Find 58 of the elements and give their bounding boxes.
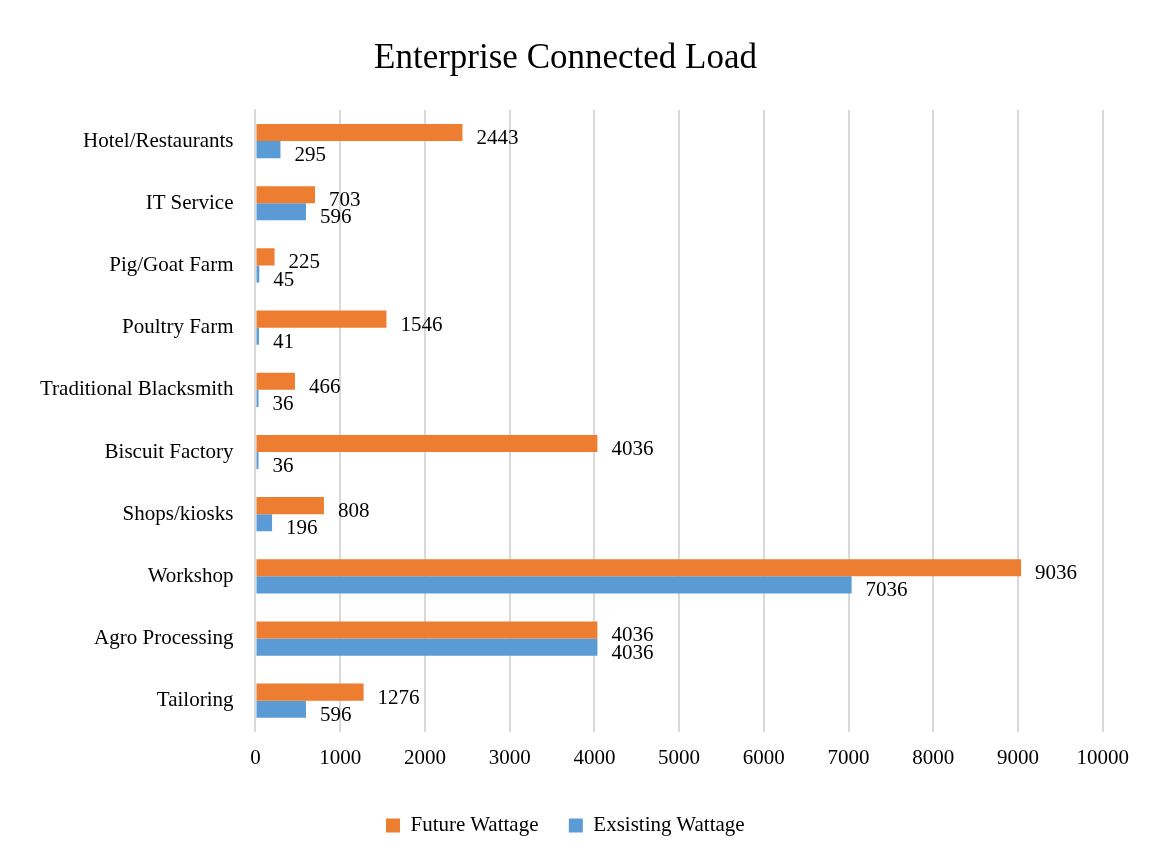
x-tick-label: 10000: [1076, 744, 1129, 769]
x-tick-label: 3000: [488, 744, 531, 769]
bar: [256, 389, 259, 407]
data-label: 4036: [611, 435, 654, 460]
bar: [256, 141, 281, 159]
data-label: 36: [272, 453, 294, 478]
x-tick-label: 5000: [658, 744, 701, 769]
y-tick-label: Workshop: [147, 562, 234, 587]
x-tick-label: 7000: [827, 744, 870, 769]
bar: [256, 310, 387, 328]
bar: [256, 683, 364, 701]
data-label: 41: [272, 328, 294, 353]
bar: [256, 186, 316, 204]
bar: [256, 372, 295, 390]
data-label: 2443: [476, 125, 519, 150]
data-label: 36: [272, 390, 294, 415]
x-tick-label: 9000: [997, 744, 1040, 769]
data-label: 7036: [865, 577, 908, 602]
y-tick-label: IT Service: [145, 189, 234, 214]
bar: [256, 265, 260, 283]
y-tick-label: Biscuit Factory: [104, 438, 234, 463]
x-tick-label: 4000: [573, 744, 616, 769]
x-tick-label: 8000: [912, 744, 955, 769]
bar: [256, 248, 275, 266]
bar: [256, 559, 1022, 577]
y-tick-label: Tailoring: [156, 687, 234, 712]
y-tick-label: Pig/Goat Farm: [109, 251, 234, 276]
chart-title: Enterprise Connected Load: [374, 37, 758, 77]
data-label: 1276: [377, 684, 420, 709]
data-label: 196: [286, 515, 318, 540]
legend-label: Future Wattage: [410, 812, 539, 837]
x-tick-label: 0: [250, 744, 261, 769]
bar: [256, 123, 463, 142]
legend-label: Exsisting Wattage: [593, 812, 745, 837]
data-label: 295: [294, 142, 326, 167]
bar: [256, 497, 324, 515]
bar: [256, 434, 598, 452]
bar: [256, 514, 273, 532]
y-tick-label: Poultry Farm: [122, 314, 234, 339]
bar: [256, 638, 598, 656]
bar: [256, 451, 259, 470]
x-tick-label: 6000: [742, 744, 785, 769]
bar: [256, 700, 306, 718]
data-label: 808: [337, 498, 370, 523]
data-label: 1546: [400, 311, 443, 336]
y-tick-label: Agro Processing: [94, 625, 234, 650]
y-tick-label: Hotel/Restaurants: [83, 127, 234, 152]
x-tick-label: 2000: [403, 744, 446, 769]
y-tick-label: Traditional Blacksmith: [39, 376, 234, 401]
bar: [256, 576, 852, 594]
y-tick-label: Shops/kiosks: [122, 500, 234, 525]
bar: [256, 203, 306, 221]
data-label: 466: [308, 373, 341, 398]
bar: [256, 621, 598, 639]
data-label: 9036: [1035, 560, 1078, 585]
bar: [256, 327, 259, 345]
data-label: 596: [319, 701, 352, 726]
x-tick-label: 1000: [319, 744, 362, 769]
